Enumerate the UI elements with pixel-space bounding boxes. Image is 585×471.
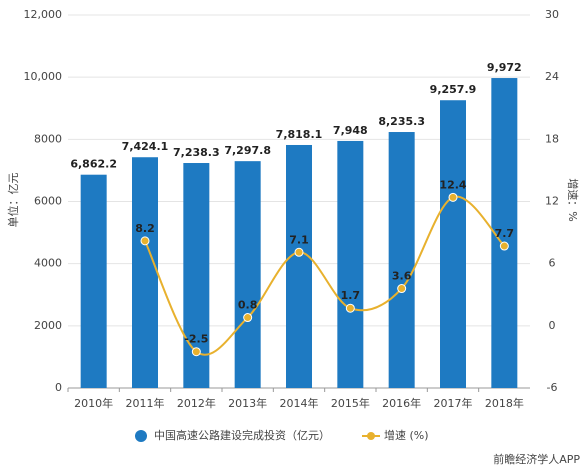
legend-swatch [367,432,375,440]
value-label: 7,818.1 [276,128,323,141]
y2-tick-label: 24 [545,70,559,83]
bar [388,132,415,388]
y-tick-label: 0 [55,381,62,394]
bar [286,144,312,388]
bar [132,157,158,388]
value-label: 7,948 [333,124,368,137]
line-marker [191,347,201,357]
value-label: 7,297.8 [224,144,271,157]
x-tick-label: 2011年 [126,396,165,410]
bar [80,174,107,388]
line-marker [448,192,458,202]
line-marker [345,303,355,313]
source: 前瞻经济学人APP [493,452,580,466]
legend-swatch [135,430,147,442]
y2-tick-label: -6 [547,381,558,394]
x-tick-label: 2015年 [331,396,370,410]
y-tick-label: 10,000 [24,70,63,83]
value-label: 7,424.1 [122,140,169,153]
y2-tick-label: 0 [549,319,556,332]
value-label: 8.2 [135,222,155,235]
y-tick-label: 6000 [34,195,62,208]
y-tick-label: 12,000 [24,8,63,21]
x-tick-label: 2016年 [382,396,421,410]
value-label: 3.6 [392,270,412,283]
value-label: 6,862.2 [70,158,117,171]
y2-tick-label: 30 [545,8,559,21]
line-marker [294,247,304,257]
value-label: 0.8 [238,299,258,312]
y2-tick-label: 12 [545,195,559,208]
line-marker [397,284,407,294]
line-marker [140,236,150,246]
x-tick-label: 2017年 [434,396,473,410]
value-label: -2.5 [184,333,208,346]
value-label: 8,235.3 [378,115,425,128]
y-axis-label: 单位：亿元 [6,173,20,228]
y2-tick-label: 18 [545,132,559,145]
value-label: 7,238.3 [173,146,220,159]
x-tick-label: 2013年 [228,396,267,410]
legend-label: 增速 (%) [384,428,429,442]
x-tick-label: 2010年 [74,396,113,410]
value-label: 9,257.9 [430,83,477,96]
bar [440,100,466,388]
legend-label: 中国高速公路建设完成投资（亿元） [154,428,330,442]
y-tick-label: 8000 [34,132,62,145]
value-label: 7.7 [495,227,515,240]
x-tick-label: 2012年 [177,396,216,410]
bar [491,78,518,389]
bar [337,140,364,388]
value-label: 7.1 [289,233,309,246]
y-tick-label: 2000 [34,319,62,332]
x-tick-label: 2018年 [485,396,524,410]
value-label: 12.4 [439,178,466,191]
y-tick-label: 4000 [34,257,62,270]
y2-axis-label: 增速：% [566,178,580,221]
y2-tick-label: 6 [549,257,556,270]
x-tick-label: 2014年 [280,396,319,410]
bar [234,161,261,388]
value-label: 9,972 [487,61,522,74]
value-label: 1.7 [341,289,361,302]
line-marker [243,313,253,323]
line-marker [499,241,509,251]
